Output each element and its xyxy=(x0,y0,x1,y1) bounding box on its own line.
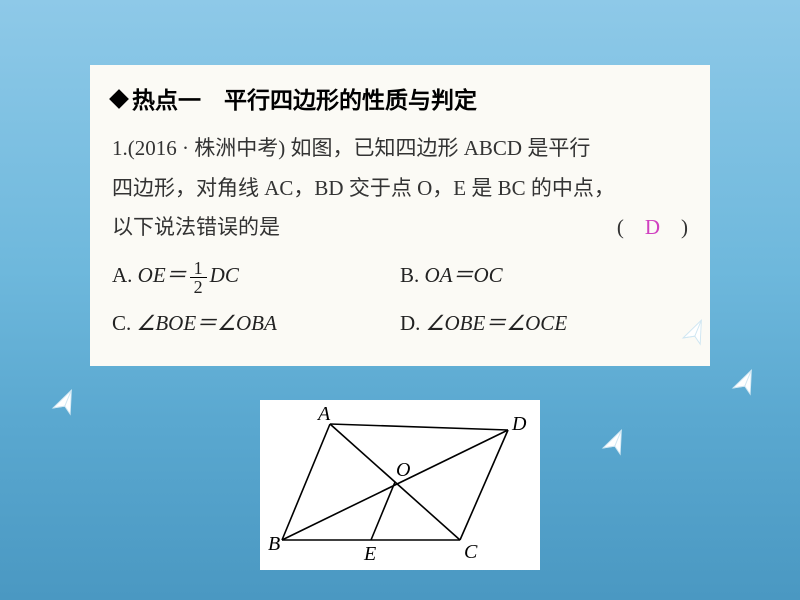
answer-wrap: ( D ) xyxy=(617,208,688,248)
svg-text:C: C xyxy=(464,541,478,563)
option-a: A. OE＝12DC xyxy=(112,252,400,300)
answer-letter: D xyxy=(645,215,660,239)
paper-plane-icon xyxy=(596,426,632,462)
option-b: B. OA＝OC xyxy=(400,252,688,300)
problem-card: 热点一 平行四边形的性质与判定 1.(2016 · 株洲中考) 如图，已知四边形… xyxy=(90,65,710,366)
svg-text:E: E xyxy=(363,543,376,565)
figure-svg: A D B C O E xyxy=(260,400,540,570)
stem-line3-row: 以下说法错误的是 ( D ) xyxy=(112,208,688,248)
option-a-before: OE＝ xyxy=(138,263,187,287)
option-c-label: C. xyxy=(112,311,131,335)
option-a-fraction: 12 xyxy=(190,259,207,296)
option-a-label: A. xyxy=(112,263,132,287)
geometry-figure: A D B C O E xyxy=(260,400,540,570)
svg-text:O: O xyxy=(396,459,410,481)
option-b-text: OA＝OC xyxy=(425,263,503,287)
diamond-bullet-icon xyxy=(109,89,129,109)
option-b-label: B. xyxy=(400,263,419,287)
option-a-after: DC xyxy=(210,263,239,287)
svg-text:A: A xyxy=(316,403,331,425)
paper-plane-icon xyxy=(46,386,82,422)
option-d: D. ∠OBE＝∠OCE xyxy=(400,300,688,348)
stem-line3: 以下说法错误的是 xyxy=(112,208,280,248)
option-c: C. ∠BOE＝∠OBA xyxy=(112,300,400,348)
stem-line1: 如图，已知四边形 ABCD 是平行 xyxy=(290,136,590,160)
svg-text:B: B xyxy=(268,533,280,555)
svg-text:D: D xyxy=(511,413,527,435)
question-number: 1. xyxy=(112,136,128,160)
options-grid: A. OE＝12DC B. OA＝OC C. ∠BOE＝∠OBA D. ∠OBE… xyxy=(112,252,688,348)
option-c-text: ∠BOE＝∠OBA xyxy=(137,311,277,335)
paper-plane-icon xyxy=(726,366,762,402)
option-d-text: ∠OBE＝∠OCE xyxy=(426,311,567,335)
option-d-label: D. xyxy=(400,311,420,335)
question-source: (2016 · 株洲中考) xyxy=(128,136,285,160)
stem-line2: 四边形，对角线 AC，BD 交于点 O，E 是 BC 的中点， xyxy=(112,169,688,209)
problem-body: 1.(2016 · 株洲中考) 如图，已知四边形 ABCD 是平行 四边形，对角… xyxy=(112,129,688,249)
heading-text: 热点一 平行四边形的性质与判定 xyxy=(132,88,477,113)
section-heading: 热点一 平行四边形的性质与判定 xyxy=(112,79,688,123)
